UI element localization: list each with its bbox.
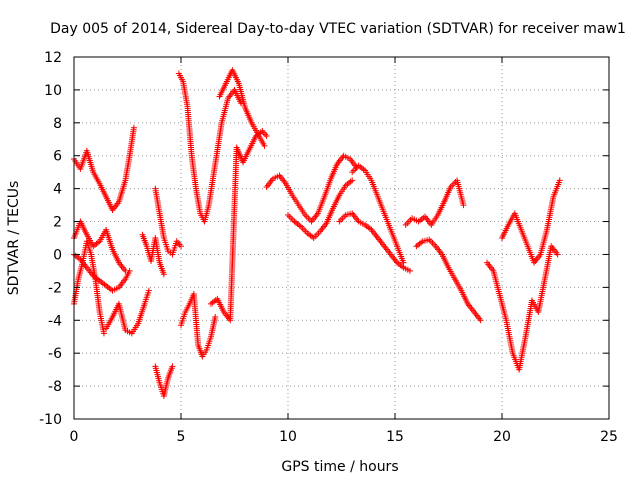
y-axis-ticks: -10 -8 -6 -4 -2 0 2 4 6 8 10 12 — [39, 50, 609, 428]
y-tick-label: -4 — [48, 313, 62, 329]
y-tick-label: 6 — [53, 149, 62, 165]
series-track-i — [175, 70, 244, 225]
y-tick-label: 2 — [53, 215, 62, 231]
y-tick-label: -8 — [48, 379, 62, 395]
series-track-t — [499, 177, 563, 266]
data-point — [178, 243, 184, 250]
x-tick-label: 15 — [386, 429, 404, 445]
y-tick-label: 12 — [44, 50, 62, 66]
series-track-k — [207, 128, 270, 324]
series-track-n — [285, 177, 356, 241]
series-track-q — [402, 177, 467, 228]
data-point — [169, 363, 176, 370]
data-point — [460, 202, 467, 209]
data-point — [100, 330, 107, 337]
data-point — [212, 313, 219, 320]
x-tick-label: 5 — [177, 429, 186, 445]
plot-frame — [73, 56, 610, 420]
x-axis-label: GPS time / hours — [281, 459, 398, 475]
series-track-h — [152, 363, 176, 399]
y-tick-label: -6 — [48, 346, 62, 362]
series-track-m — [263, 152, 360, 225]
x-axis-ticks: 0 5 10 15 20 25 — [70, 57, 618, 445]
data-point — [556, 177, 563, 184]
y-tick-label: 0 — [53, 247, 62, 263]
data-point — [554, 251, 561, 258]
data-point — [477, 317, 484, 324]
series-track-p — [336, 210, 413, 274]
data-point — [406, 267, 413, 274]
series-track-d — [71, 251, 133, 294]
series-track-j — [178, 290, 219, 360]
data-point — [126, 267, 133, 274]
y-tick-label: -2 — [48, 280, 62, 296]
series-track-s — [484, 243, 561, 373]
data-series — [71, 67, 563, 399]
data-point — [349, 177, 356, 184]
x-tick-label: 10 — [279, 429, 297, 445]
series-track-b — [71, 218, 129, 274]
y-tick-label: -10 — [39, 412, 62, 428]
series-track-f — [139, 231, 167, 278]
x-tick-label: 25 — [600, 429, 618, 445]
data-point — [261, 142, 268, 149]
series-track-a — [71, 124, 137, 214]
y-tick-label: 4 — [53, 182, 62, 198]
data-point — [130, 124, 137, 131]
y-axis-label: SDTVAR / TECUs — [6, 181, 22, 296]
x-tick-label: 0 — [70, 429, 79, 445]
series-track-l — [216, 67, 268, 149]
data-point — [160, 271, 167, 278]
data-point — [263, 132, 270, 139]
series-track-e — [103, 287, 152, 337]
y-tick-label: 8 — [53, 116, 62, 132]
series-track-g — [152, 185, 184, 258]
data-point — [237, 100, 244, 107]
data-point — [145, 287, 152, 294]
series-track-o — [349, 162, 407, 266]
y-tick-label: 10 — [44, 83, 62, 99]
x-tick-label: 20 — [493, 429, 511, 445]
series-track-r — [413, 236, 484, 324]
chart-title: Day 005 of 2014, Sidereal Day-to-day VTE… — [50, 21, 626, 37]
